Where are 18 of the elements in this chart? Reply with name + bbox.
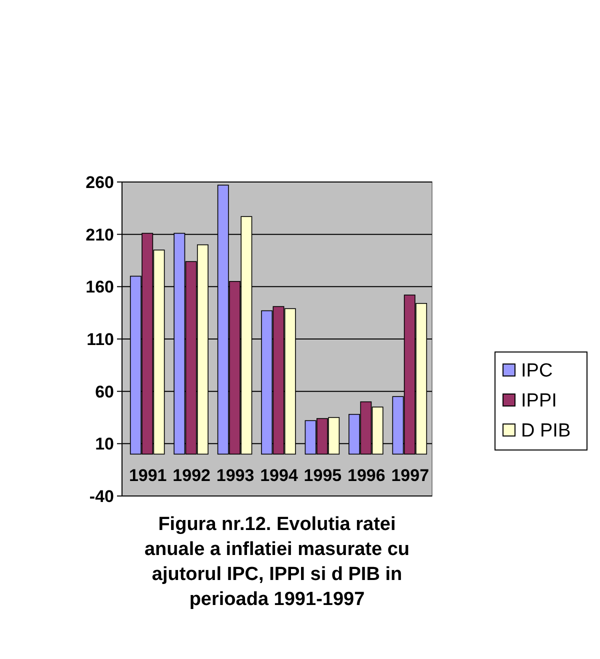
y-tick-label: -40 (89, 486, 114, 506)
x-tick-label: 1995 (304, 466, 342, 486)
legend-label: D PIB (521, 420, 571, 442)
x-tick-label: 1991 (128, 466, 167, 486)
legend-label: IPPI (521, 390, 557, 412)
x-tick-label: 1992 (172, 466, 210, 486)
y-tick-label: 10 (95, 434, 114, 454)
y-tick-label: 160 (86, 278, 114, 297)
y-tick-label: 60 (95, 382, 114, 402)
text: Figura nr.12. Evolutia ratei anuale a inflatiei masurate cu ajutorul IPC, IPPI si d PIB in perioada 1991-1997 (144, 514, 410, 610)
x-tick-label: 1996 (348, 466, 386, 486)
x-tick-label: 1994 (260, 466, 298, 486)
x-tick-label: 1997 (391, 466, 430, 486)
legend-label: IPC (521, 360, 553, 382)
y-tick-label: 260 (86, 172, 114, 192)
y-tick-label: 210 (86, 225, 114, 244)
x-tick-label: 1993 (216, 466, 254, 486)
y-tick-label: 110 (86, 330, 114, 349)
